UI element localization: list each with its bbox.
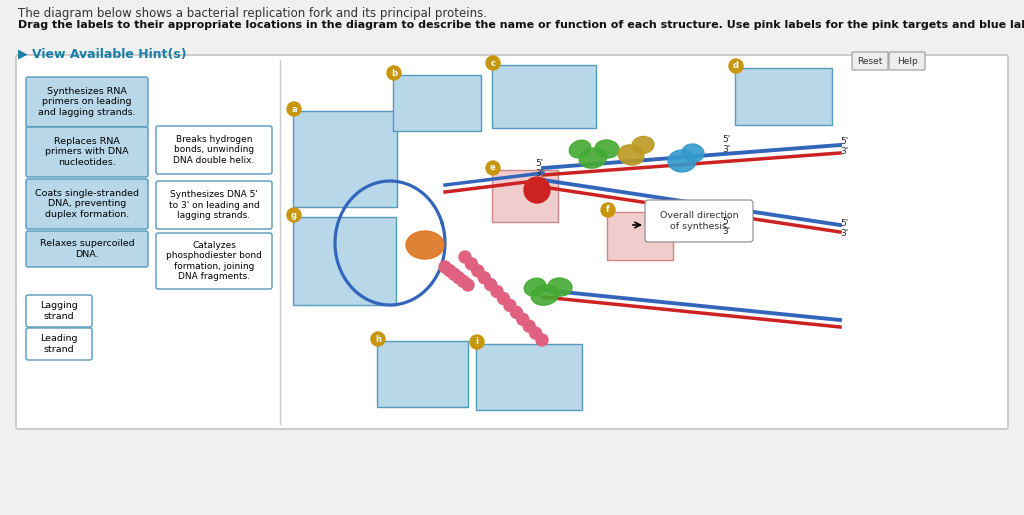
Text: 5': 5' (722, 216, 730, 226)
Ellipse shape (668, 150, 696, 172)
Ellipse shape (548, 278, 572, 296)
Circle shape (504, 299, 516, 312)
Ellipse shape (580, 148, 607, 168)
Circle shape (517, 313, 528, 325)
Text: Overall direction
of synthesis: Overall direction of synthesis (659, 211, 738, 231)
FancyBboxPatch shape (156, 233, 272, 289)
Circle shape (524, 177, 550, 203)
FancyBboxPatch shape (26, 328, 92, 360)
Circle shape (498, 293, 510, 304)
Text: Catalyzes
phosphodiester bond
formation, joining
DNA fragments.: Catalyzes phosphodiester bond formation,… (166, 241, 262, 281)
Circle shape (287, 102, 301, 116)
Circle shape (458, 276, 469, 287)
FancyBboxPatch shape (26, 295, 92, 327)
FancyBboxPatch shape (735, 68, 831, 125)
FancyBboxPatch shape (492, 170, 558, 222)
Circle shape (492, 286, 503, 298)
Text: a: a (291, 105, 297, 113)
FancyBboxPatch shape (607, 212, 673, 260)
Text: 3': 3' (840, 147, 848, 157)
Text: Reset: Reset (857, 57, 883, 65)
Text: g: g (291, 211, 297, 219)
Text: 3': 3' (535, 168, 544, 178)
Circle shape (287, 208, 301, 222)
Text: Lagging
strand: Lagging strand (40, 301, 78, 321)
Ellipse shape (524, 278, 546, 296)
Text: i: i (475, 337, 478, 347)
Ellipse shape (406, 231, 444, 259)
Text: h: h (375, 335, 381, 344)
Text: 3': 3' (722, 227, 730, 235)
Circle shape (462, 279, 474, 291)
Text: e: e (490, 163, 496, 173)
Text: f: f (606, 205, 610, 215)
Circle shape (453, 272, 465, 284)
Circle shape (510, 306, 522, 318)
Circle shape (387, 66, 401, 80)
FancyBboxPatch shape (492, 65, 596, 128)
Circle shape (478, 272, 490, 284)
Circle shape (729, 59, 743, 73)
Text: Drag the labels to their appropriate locations in the diagram to describe the na: Drag the labels to their appropriate loc… (18, 20, 1024, 30)
FancyBboxPatch shape (26, 77, 148, 127)
Text: ▶ View Available Hint(s): ▶ View Available Hint(s) (18, 47, 186, 60)
FancyBboxPatch shape (156, 181, 272, 229)
Text: c: c (490, 59, 496, 67)
Circle shape (536, 334, 548, 346)
Circle shape (466, 258, 477, 270)
Ellipse shape (595, 140, 618, 158)
Circle shape (459, 251, 471, 263)
FancyBboxPatch shape (16, 55, 1008, 429)
Circle shape (486, 56, 500, 70)
FancyBboxPatch shape (156, 126, 272, 174)
Circle shape (470, 335, 484, 349)
FancyBboxPatch shape (377, 341, 468, 407)
Circle shape (443, 265, 456, 277)
FancyBboxPatch shape (26, 179, 148, 229)
Ellipse shape (682, 144, 703, 162)
Text: Coats single-stranded
DNA, preventing
duplex formation.: Coats single-stranded DNA, preventing du… (35, 189, 139, 219)
Text: Synthesizes DNA 5'
to 3' on leading and
lagging strands.: Synthesizes DNA 5' to 3' on leading and … (169, 190, 259, 220)
FancyBboxPatch shape (393, 75, 481, 131)
Ellipse shape (632, 136, 654, 153)
Ellipse shape (618, 145, 644, 165)
Ellipse shape (569, 140, 591, 158)
Text: Relaxes supercoiled
DNA.: Relaxes supercoiled DNA. (40, 239, 134, 259)
FancyBboxPatch shape (476, 344, 582, 410)
Text: Synthesizes RNA
primers on leading
and lagging strands.: Synthesizes RNA primers on leading and l… (38, 87, 136, 117)
Circle shape (449, 268, 460, 280)
FancyBboxPatch shape (852, 52, 888, 70)
Text: 5': 5' (840, 219, 848, 229)
FancyBboxPatch shape (293, 111, 397, 207)
Circle shape (486, 161, 500, 175)
Text: 5': 5' (535, 159, 544, 167)
Text: Help: Help (897, 57, 918, 65)
Text: Breaks hydrogen
bonds, unwinding
DNA double helix.: Breaks hydrogen bonds, unwinding DNA dou… (173, 135, 255, 165)
Text: The diagram below shows a bacterial replication fork and its principal proteins.: The diagram below shows a bacterial repl… (18, 7, 487, 20)
Text: Replaces RNA
primers with DNA
nucleotides.: Replaces RNA primers with DNA nucleotide… (45, 137, 129, 167)
Circle shape (371, 332, 385, 346)
Text: 3': 3' (722, 146, 730, 154)
Text: 5': 5' (840, 138, 848, 146)
Circle shape (484, 279, 497, 290)
FancyBboxPatch shape (889, 52, 925, 70)
Circle shape (439, 261, 451, 273)
FancyBboxPatch shape (293, 217, 396, 305)
Text: 3': 3' (840, 229, 848, 237)
Circle shape (529, 327, 542, 339)
Text: 5': 5' (722, 135, 730, 145)
Circle shape (472, 265, 483, 277)
Circle shape (523, 320, 536, 332)
FancyBboxPatch shape (26, 127, 148, 177)
Text: b: b (391, 68, 397, 77)
Text: Leading
strand: Leading strand (40, 334, 78, 354)
Text: d: d (733, 61, 739, 71)
FancyBboxPatch shape (645, 200, 753, 242)
FancyBboxPatch shape (26, 231, 148, 267)
Circle shape (601, 203, 615, 217)
Ellipse shape (531, 285, 559, 305)
